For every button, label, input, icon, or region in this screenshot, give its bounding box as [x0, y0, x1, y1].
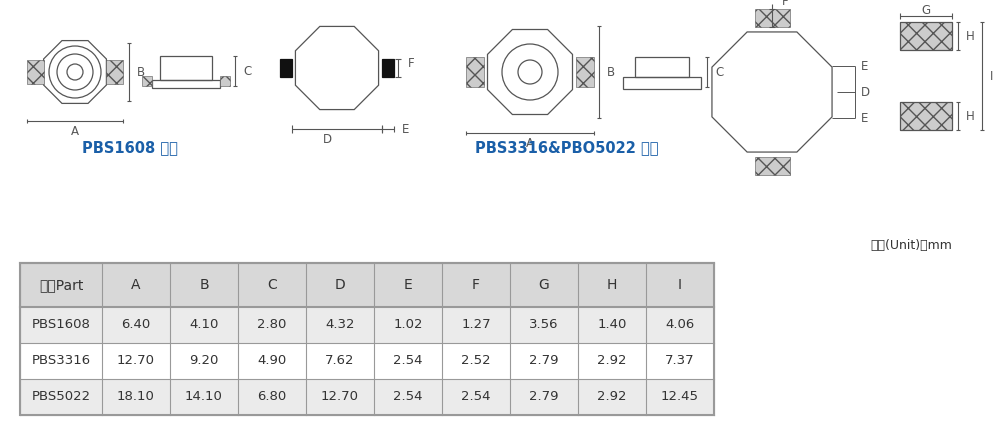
Text: B: B [607, 66, 615, 78]
Bar [623, 77, 700, 89]
Bar [899, 102, 951, 130]
Text: 6.80: 6.80 [257, 390, 286, 404]
Text: 1.02: 1.02 [393, 319, 422, 331]
Text: 2.52: 2.52 [460, 354, 490, 368]
Bar [159, 56, 212, 80]
Bar [20, 379, 713, 415]
Bar [27, 60, 44, 84]
Text: C: C [714, 66, 722, 78]
Text: C: C [243, 65, 251, 78]
Text: 2.79: 2.79 [529, 390, 559, 404]
Text: D: D [861, 85, 870, 98]
Bar [20, 263, 713, 415]
Text: 7.62: 7.62 [325, 354, 354, 368]
Text: G: G [538, 278, 549, 292]
Bar [141, 76, 151, 86]
Text: A: A [526, 136, 534, 149]
Bar [20, 307, 713, 343]
Bar [634, 57, 688, 77]
Text: I: I [677, 278, 681, 292]
Text: F: F [781, 0, 787, 8]
Text: 9.20: 9.20 [190, 354, 219, 368]
Text: PBS1608: PBS1608 [31, 319, 90, 331]
Text: F: F [407, 57, 414, 70]
Bar [754, 9, 789, 27]
Text: H: H [965, 109, 974, 123]
Text: A: A [71, 124, 79, 137]
Bar [576, 57, 594, 87]
Text: 12.70: 12.70 [321, 390, 359, 404]
Text: D: D [322, 132, 331, 145]
Text: F: F [471, 278, 479, 292]
Bar [381, 59, 393, 77]
Text: 2.79: 2.79 [529, 354, 559, 368]
Text: PBS3316: PBS3316 [31, 354, 90, 368]
Text: 1.40: 1.40 [597, 319, 626, 331]
Text: 2.92: 2.92 [597, 354, 626, 368]
Bar [220, 76, 230, 86]
Text: B: B [199, 278, 209, 292]
Text: C: C [267, 278, 277, 292]
Text: 型號Part: 型號Part [39, 278, 83, 292]
Text: 1.27: 1.27 [460, 319, 490, 331]
Text: 2.54: 2.54 [460, 390, 490, 404]
Text: 18.10: 18.10 [117, 390, 154, 404]
Text: PBS1608 系列: PBS1608 系列 [82, 140, 178, 155]
Text: E: E [401, 123, 409, 136]
Bar [899, 22, 951, 50]
Text: E: E [861, 112, 868, 124]
Text: G: G [921, 4, 930, 16]
Text: 3.56: 3.56 [529, 319, 559, 331]
Text: B: B [136, 66, 145, 78]
Text: 4.32: 4.32 [325, 319, 354, 331]
Text: 4.10: 4.10 [190, 319, 219, 331]
Text: 4.06: 4.06 [665, 319, 694, 331]
Bar [754, 157, 789, 175]
Text: 2.92: 2.92 [597, 390, 626, 404]
Text: H: H [606, 278, 617, 292]
Text: E: E [403, 278, 412, 292]
Text: 7.37: 7.37 [665, 354, 694, 368]
Text: E: E [861, 59, 868, 73]
Bar [20, 343, 713, 379]
Text: 12.45: 12.45 [660, 390, 698, 404]
Text: 12.70: 12.70 [117, 354, 154, 368]
Text: 4.90: 4.90 [257, 354, 286, 368]
Text: D: D [334, 278, 345, 292]
Bar [899, 22, 951, 50]
Text: 2.54: 2.54 [393, 354, 422, 368]
Text: H: H [965, 30, 974, 43]
Text: PBS3316&PBO5022 系列: PBS3316&PBO5022 系列 [474, 140, 658, 155]
Text: PBS5022: PBS5022 [31, 390, 90, 404]
Text: I: I [989, 70, 992, 82]
Text: 單位(Unit)：mm: 單位(Unit)：mm [870, 238, 951, 252]
Text: 2.80: 2.80 [257, 319, 287, 331]
Text: A: A [131, 278, 140, 292]
Bar [280, 59, 292, 77]
Text: 2.54: 2.54 [393, 390, 422, 404]
Bar [465, 57, 483, 87]
Text: 6.40: 6.40 [121, 319, 150, 331]
Text: 14.10: 14.10 [185, 390, 223, 404]
Bar [899, 102, 951, 130]
Bar [151, 80, 220, 88]
Bar [106, 60, 123, 84]
Bar [20, 263, 713, 307]
